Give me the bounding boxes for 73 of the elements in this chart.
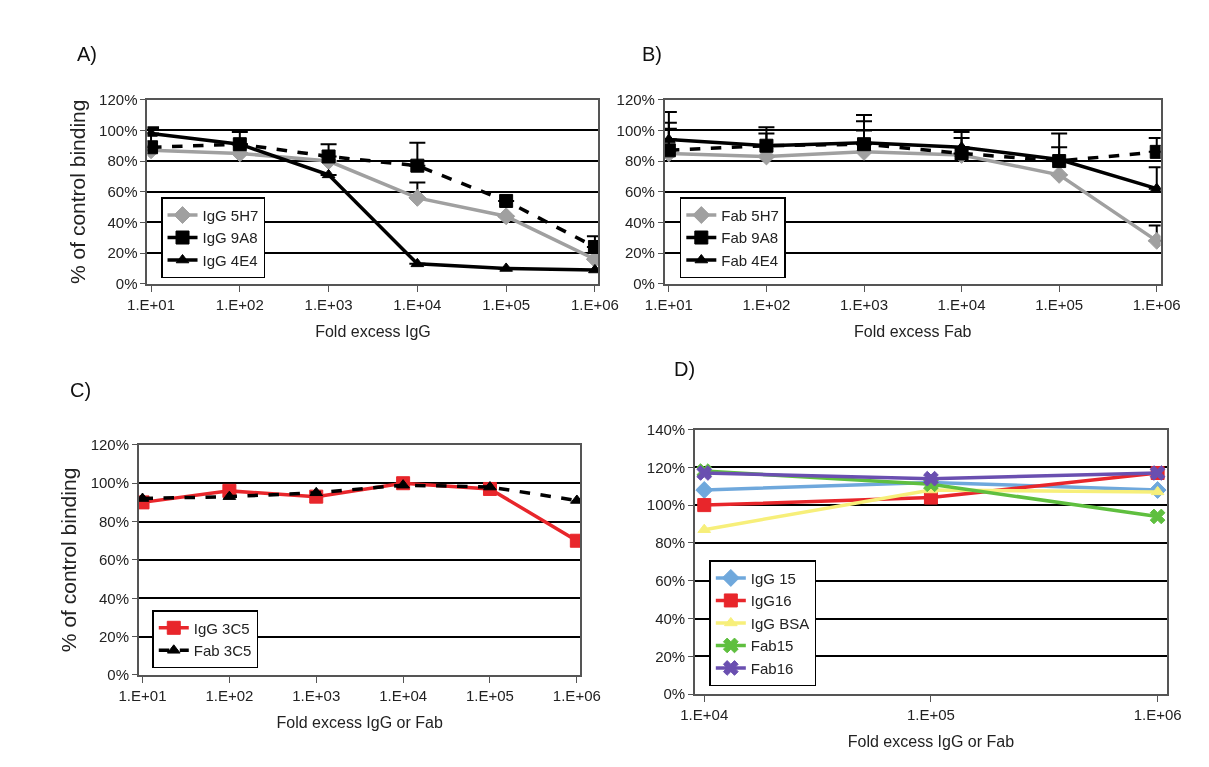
y-tick-label: 60% (99, 551, 130, 569)
x-tick-label: 1.E+02 (215, 295, 264, 313)
y-axis-title: % of control binding (65, 99, 89, 284)
y-tick-label: 80% (107, 152, 138, 170)
x-tick-label: 1.E+02 (742, 295, 791, 313)
x-tick-label: 1.E+05 (1035, 295, 1084, 313)
x-tick-label: 1.E+06 (552, 686, 601, 704)
y-tick-label: 120% (99, 90, 138, 108)
x-tick-label: 1.E+01 (118, 686, 167, 704)
y-tick-label: 100% (99, 121, 138, 139)
y-tick-label: 140% (646, 420, 686, 438)
y-tick-label: 40% (107, 213, 138, 231)
legend-label: IgG BSA (750, 614, 810, 632)
x-tick-label: 1.E+04 (393, 295, 442, 313)
x-tick-label: 1.E+02 (205, 686, 254, 704)
chart-title: A) (77, 43, 97, 65)
y-tick-label: 60% (107, 183, 138, 200)
y-tick-label: 80% (99, 512, 130, 530)
chart-title: C) (70, 379, 92, 401)
x-tick-label: 1.E+05 (482, 295, 531, 313)
y-tick-label: 0% (663, 685, 686, 703)
y-tick-label: 80% (624, 152, 655, 170)
legend-label: IgG 15 (750, 569, 796, 587)
x-tick-label: 1.E+01 (644, 295, 693, 313)
y-tick-label: 40% (655, 609, 686, 627)
y-tick-label: 40% (624, 213, 655, 231)
legend-label: IgG16 (750, 592, 792, 610)
y-tick-label: 60% (655, 571, 686, 589)
x-tick-label: 1.E+03 (292, 686, 341, 704)
legend-label: Fab16 (750, 659, 794, 677)
y-tick-label: 20% (99, 627, 130, 645)
y-tick-label: 120% (646, 458, 686, 476)
x-tick-label: 1.E+04 (379, 686, 428, 704)
y-tick-label: 100% (90, 474, 130, 492)
x-tick-label: 1.E+01 (127, 295, 176, 313)
x-tick-label: 1.E+04 (937, 295, 986, 313)
legend-label: Fab15 (750, 637, 794, 655)
x-tick-label: 1.E+03 (304, 295, 353, 313)
x-tick-label: 1.E+03 (840, 295, 888, 313)
legend-label: Fab 4E4 (721, 251, 779, 269)
x-axis-title: Fold excess IgG or Fab (276, 714, 443, 732)
y-tick-label: 0% (107, 666, 130, 684)
y-axis-title: % of control binding (57, 467, 81, 653)
legend-label: IgG 4E4 (202, 251, 258, 269)
x-tick-label: 1.E+06 (1133, 706, 1182, 724)
x-tick-label: 1.E+06 (570, 295, 619, 313)
x-tick-label: 1.E+06 (1132, 295, 1181, 313)
y-tick-label: 100% (616, 121, 655, 139)
x-axis-title: Fold excess Fab (854, 322, 972, 340)
y-tick-label: 20% (655, 647, 686, 665)
x-axis-title: Fold excess IgG or Fab (847, 733, 1015, 751)
chart-title: B) (642, 43, 662, 65)
y-tick-label: 0% (633, 275, 655, 293)
x-tick-label: 1.E+05 (906, 706, 955, 724)
y-tick-label: 120% (90, 436, 130, 454)
x-tick-label: 1.E+05 (465, 686, 514, 704)
y-tick-label: 120% (616, 90, 655, 108)
legend-label: IgG 3C5 (193, 619, 250, 637)
legend-label: IgG 5H7 (202, 206, 259, 224)
legend-label: Fab 3C5 (193, 642, 252, 660)
chart-title: D) (674, 358, 696, 380)
y-tick-label: 80% (655, 534, 686, 552)
legend-label: IgG 9A8 (202, 229, 258, 247)
y-tick-label: 100% (646, 496, 686, 514)
y-tick-label: 20% (107, 244, 138, 262)
x-tick-label: 1.E+04 (680, 706, 729, 724)
y-tick-label: 0% (115, 275, 138, 293)
legend-label: Fab 9A8 (721, 229, 779, 247)
y-tick-label: 40% (99, 589, 130, 607)
x-axis-title: Fold excess IgG (315, 322, 431, 340)
y-tick-label: 20% (624, 244, 655, 262)
legend-label: Fab 5H7 (721, 206, 779, 224)
y-tick-label: 60% (624, 183, 655, 200)
